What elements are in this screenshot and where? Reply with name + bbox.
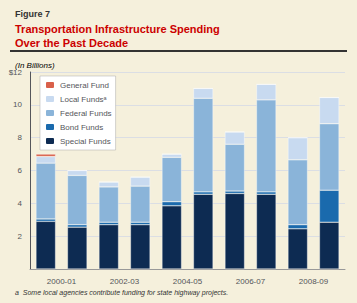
svg-text:4: 4 (18, 199, 23, 208)
svg-text:(In Billions): (In Billions) (15, 61, 55, 70)
svg-text:2008-09: 2008-09 (299, 277, 329, 286)
svg-text:2000-01: 2000-01 (47, 277, 77, 286)
svg-text:General Fund: General Fund (60, 81, 109, 90)
svg-text:2006-07: 2006-07 (236, 277, 266, 286)
svg-text:Transportation Infrastructure: Transportation Infrastructure Spending (15, 23, 220, 35)
svg-text:8: 8 (18, 133, 23, 142)
svg-text:2: 2 (18, 232, 23, 241)
svg-text:$12: $12 (8, 67, 22, 77)
svg-text:2004-05: 2004-05 (173, 277, 203, 286)
svg-text:Over the Past Decade: Over the Past Decade (15, 37, 128, 49)
svg-text:Figure 7: Figure 7 (15, 9, 50, 19)
svg-text:Bond Funds: Bond Funds (60, 123, 103, 132)
svg-text:10: 10 (13, 100, 22, 109)
svg-text:2002-03: 2002-03 (110, 277, 140, 286)
svg-text:6: 6 (18, 166, 23, 175)
svg-text:a Some local agencies contrib: a Some local agencies contribute funding… (15, 289, 228, 297)
svg-text:Federal Funds: Federal Funds (60, 109, 112, 118)
svg-text:Local Fundsᵃ: Local Fundsᵃ (60, 95, 108, 104)
svg-text:Special Funds: Special Funds (60, 137, 111, 146)
